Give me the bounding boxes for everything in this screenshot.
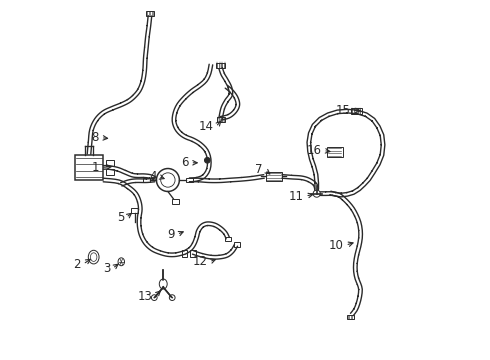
- Text: 5: 5: [117, 211, 124, 224]
- Circle shape: [161, 173, 175, 187]
- Circle shape: [204, 157, 210, 163]
- Bar: [106, 160, 114, 166]
- Circle shape: [170, 295, 175, 301]
- Text: 3: 3: [103, 262, 111, 275]
- Bar: [234, 242, 240, 247]
- Circle shape: [151, 295, 157, 301]
- Bar: [327, 147, 343, 157]
- Text: 13: 13: [138, 290, 153, 303]
- Text: 4: 4: [149, 170, 156, 183]
- Text: 11: 11: [289, 190, 303, 203]
- Bar: [143, 178, 149, 182]
- Circle shape: [313, 190, 320, 197]
- Bar: [217, 117, 224, 122]
- Text: 12: 12: [193, 255, 207, 268]
- Text: 9: 9: [168, 228, 175, 241]
- Text: 10: 10: [329, 239, 343, 252]
- Bar: [131, 208, 139, 213]
- Circle shape: [156, 168, 179, 192]
- Ellipse shape: [159, 279, 167, 289]
- Bar: [106, 169, 114, 175]
- Bar: [147, 11, 154, 16]
- Text: 2: 2: [74, 258, 81, 271]
- Bar: [347, 315, 354, 319]
- Text: 8: 8: [92, 131, 99, 144]
- Bar: [224, 237, 231, 241]
- Ellipse shape: [88, 250, 99, 264]
- Bar: [182, 250, 187, 257]
- Bar: [172, 199, 179, 204]
- Bar: [186, 178, 193, 182]
- Bar: [266, 172, 282, 181]
- Bar: [74, 154, 103, 180]
- Text: 1: 1: [92, 161, 99, 174]
- Bar: [216, 63, 225, 68]
- Text: 7: 7: [255, 163, 263, 176]
- Bar: [191, 250, 196, 257]
- Ellipse shape: [118, 258, 124, 266]
- Bar: [351, 108, 362, 114]
- Text: 15: 15: [335, 104, 350, 117]
- Text: 6: 6: [181, 156, 189, 169]
- Ellipse shape: [91, 253, 97, 261]
- Text: 14: 14: [199, 121, 214, 134]
- Text: 16: 16: [306, 144, 321, 157]
